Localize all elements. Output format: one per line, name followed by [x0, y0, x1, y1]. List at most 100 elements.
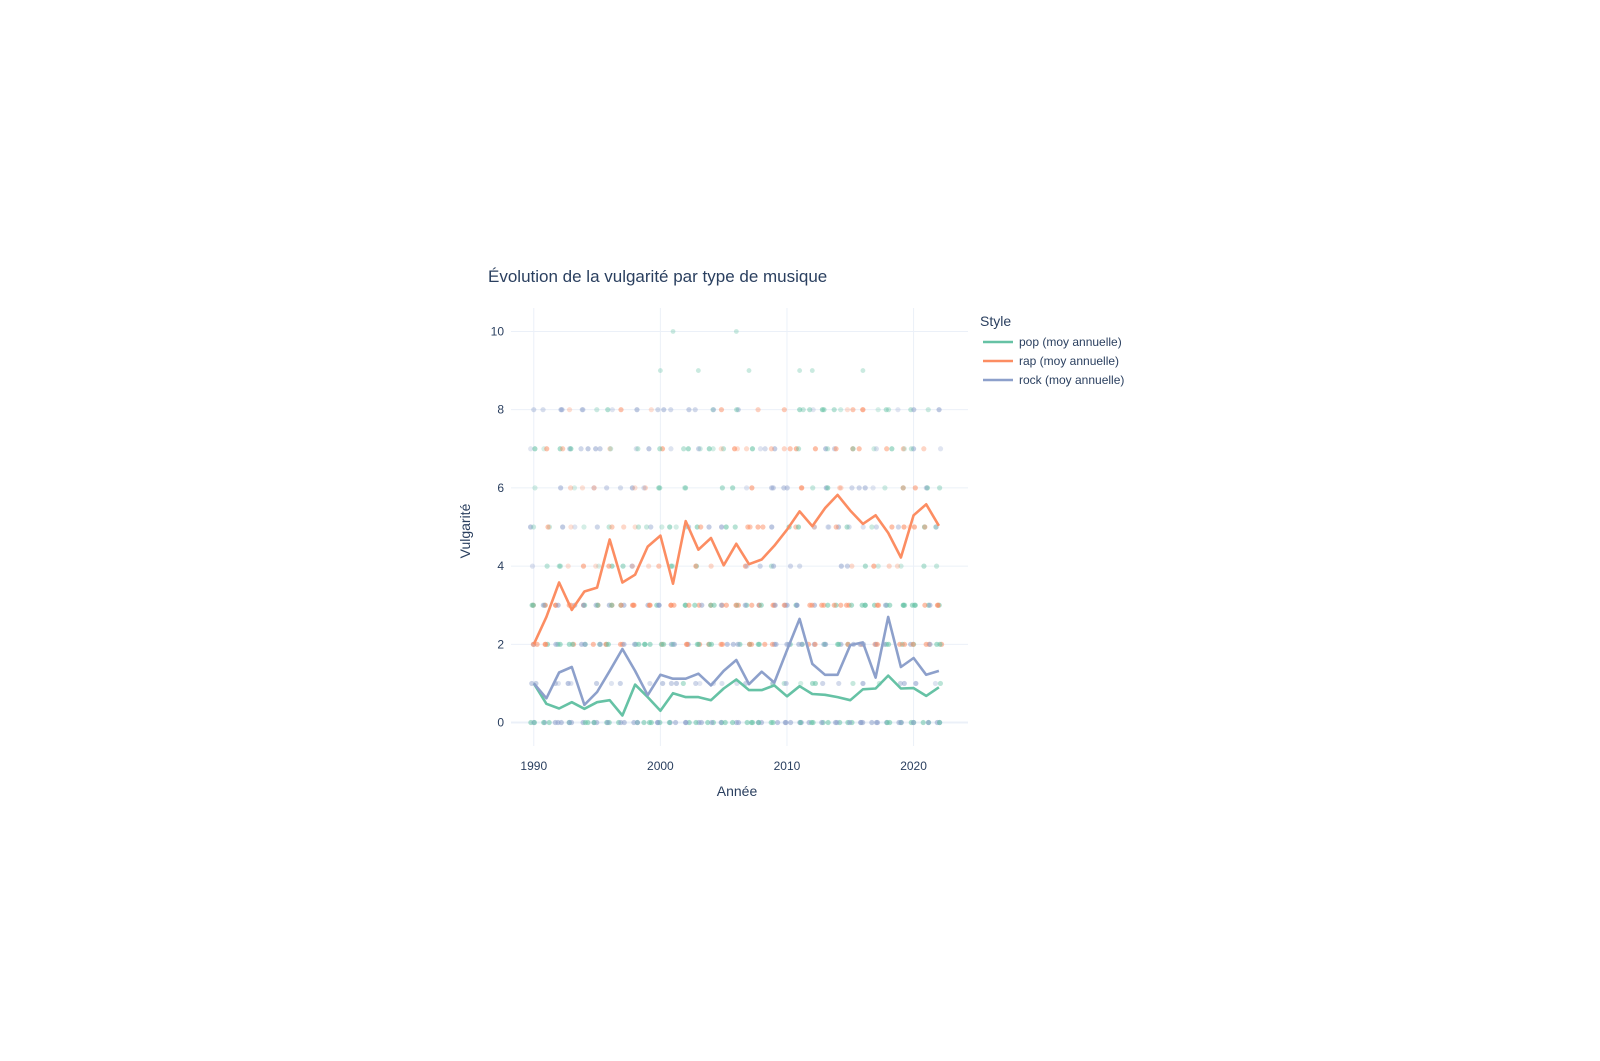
- song-point: [886, 563, 892, 569]
- song-point: [871, 563, 877, 569]
- song-point: [629, 563, 635, 569]
- song-point: [661, 641, 667, 647]
- song-point: [849, 485, 855, 491]
- song-point: [545, 524, 551, 530]
- song-point: [730, 641, 736, 647]
- song-point: [605, 407, 611, 413]
- song-point: [897, 641, 903, 647]
- song-point: [731, 446, 738, 452]
- song-point: [807, 407, 813, 413]
- song-point: [672, 719, 679, 726]
- song-point: [769, 485, 775, 491]
- song-point: [921, 446, 927, 452]
- song-point: [593, 680, 600, 687]
- song-point: [532, 446, 538, 452]
- song-point: [874, 641, 880, 647]
- song-point: [632, 641, 638, 647]
- song-point: [784, 485, 790, 491]
- song-point: [544, 446, 550, 452]
- song-point: [927, 602, 933, 608]
- y-tick-label: 4: [497, 559, 504, 573]
- song-point: [692, 407, 698, 413]
- song-point: [846, 524, 852, 530]
- song-point: [773, 641, 779, 647]
- song-point: [530, 524, 537, 530]
- song-points: [527, 329, 945, 726]
- song-point: [821, 602, 827, 608]
- song-point: [900, 485, 906, 491]
- song-point: [697, 680, 703, 687]
- legend-label: rock (moy annuelle): [1019, 373, 1124, 387]
- song-point: [682, 602, 688, 608]
- song-point: [744, 719, 750, 726]
- song-point: [647, 680, 653, 687]
- song-point: [833, 524, 839, 530]
- song-point: [921, 524, 928, 530]
- song-point: [531, 407, 537, 413]
- song-point: [609, 602, 615, 608]
- song-point: [797, 563, 803, 569]
- song-point: [682, 485, 689, 491]
- song-point: [605, 641, 611, 647]
- song-point: [735, 641, 741, 647]
- song-point: [933, 524, 939, 530]
- song-point: [719, 485, 725, 491]
- song-point: [532, 485, 538, 491]
- song-point: [582, 641, 588, 647]
- song-point: [557, 641, 563, 647]
- song-point: [908, 446, 914, 452]
- song-point: [565, 680, 571, 687]
- song-point: [809, 719, 815, 726]
- series-line-pop: [532, 674, 940, 717]
- song-point: [849, 563, 855, 569]
- song-point: [632, 524, 638, 530]
- song-point: [831, 602, 837, 608]
- song-point: [757, 563, 763, 569]
- song-point: [794, 602, 800, 608]
- song-point: [529, 563, 536, 569]
- song-point: [932, 680, 939, 687]
- song-point: [709, 719, 715, 726]
- song-point: [897, 680, 904, 687]
- song-point: [799, 485, 805, 491]
- song-point: [910, 719, 917, 726]
- song-point: [923, 641, 929, 647]
- song-point: [782, 719, 788, 726]
- song-point: [896, 719, 902, 726]
- song-point: [635, 446, 641, 452]
- x-tick-label: 2000: [647, 759, 674, 773]
- song-point: [593, 563, 599, 569]
- song-point: [594, 524, 600, 530]
- song-point: [567, 485, 574, 491]
- song-point: [566, 407, 573, 413]
- song-point: [762, 446, 768, 452]
- song-point: [772, 602, 778, 608]
- song-point: [632, 485, 638, 491]
- song-point: [656, 602, 662, 608]
- song-point: [706, 446, 712, 452]
- song-point: [901, 524, 907, 530]
- song-point: [668, 680, 675, 687]
- song-point: [607, 446, 613, 452]
- song-point: [900, 485, 906, 491]
- song-point: [734, 407, 740, 413]
- song-point: [605, 719, 611, 726]
- song-point: [718, 719, 724, 726]
- song-point: [606, 563, 612, 569]
- song-point: [560, 446, 566, 452]
- song-point: [819, 719, 825, 726]
- song-point: [901, 680, 907, 687]
- song-point: [898, 563, 904, 569]
- song-point: [528, 446, 534, 452]
- song-point: [924, 485, 930, 491]
- song-point: [733, 329, 739, 334]
- song-point: [544, 563, 550, 569]
- song-point: [565, 563, 571, 569]
- song-point: [937, 485, 943, 491]
- song-point: [910, 446, 917, 452]
- series-line-rap: [532, 493, 941, 645]
- song-point: [590, 641, 596, 647]
- y-axis-title: Vulgarité: [457, 503, 473, 558]
- song-point: [749, 485, 755, 491]
